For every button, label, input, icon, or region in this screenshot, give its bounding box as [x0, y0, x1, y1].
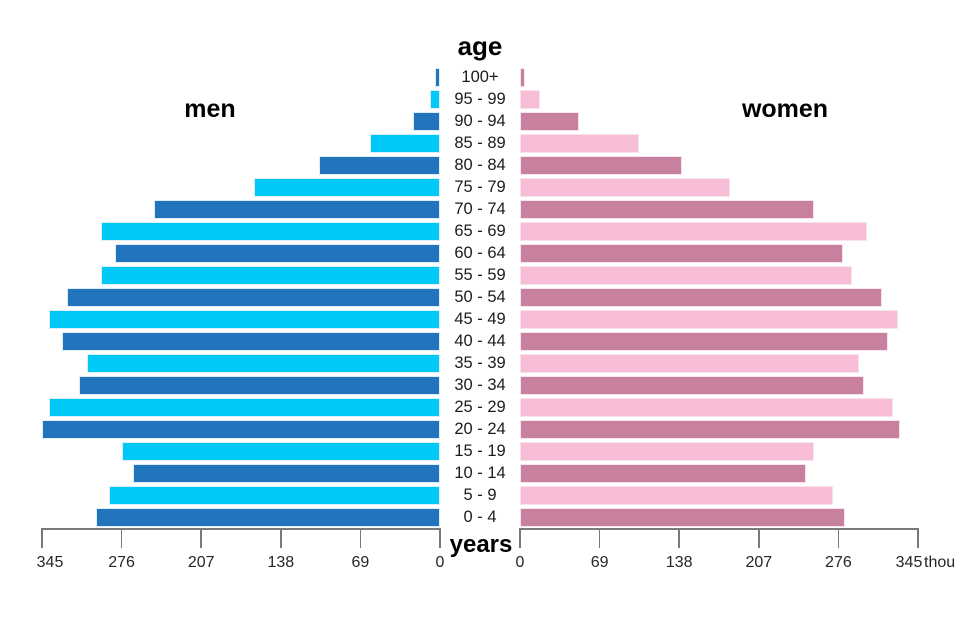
women-bar	[520, 309, 899, 329]
women-bar	[520, 419, 900, 439]
women-bar	[520, 111, 579, 131]
axis-tick-label: 345	[895, 554, 923, 571]
axis-tick-label: 69	[351, 554, 370, 571]
age-group-label: 0 - 4	[463, 508, 497, 526]
age-group-label: 5 - 9	[463, 486, 497, 504]
axis-tick-label: 207	[745, 554, 773, 571]
women-bar	[520, 353, 860, 373]
age-group-label: 15 - 19	[454, 442, 506, 460]
age-group-label: 35 - 39	[454, 354, 506, 372]
women-bar	[520, 287, 883, 307]
axis-tick-label: 69	[590, 554, 609, 571]
axis-tick	[280, 528, 282, 548]
axis-tick	[200, 528, 202, 548]
age-axis-unit-title: years	[449, 531, 513, 558]
age-group-label: 10 - 14	[454, 464, 506, 482]
men-bar	[67, 287, 440, 307]
men-bar	[96, 507, 440, 527]
axis-tick-label: 138	[665, 554, 693, 571]
men-bar	[153, 199, 440, 219]
women-axis-line	[520, 528, 918, 530]
men-bar	[133, 463, 440, 483]
age-group-label: 55 - 59	[454, 266, 506, 284]
axis-tick-label: 138	[267, 554, 295, 571]
women-bar	[520, 265, 853, 285]
women-bar	[520, 67, 525, 87]
men-bar	[48, 309, 440, 329]
men-bar	[435, 67, 440, 87]
value-axis-unit-label: thou	[924, 554, 956, 571]
men-axis-line	[41, 528, 440, 530]
age-group-label: 65 - 69	[454, 222, 506, 240]
age-group-label: 60 - 64	[454, 244, 506, 262]
women-bar	[520, 463, 807, 483]
age-group-label: 40 - 44	[454, 332, 506, 350]
axis-tick-label: 345	[36, 554, 64, 571]
women-bar	[520, 485, 833, 505]
men-bar	[86, 353, 440, 373]
age-group-label: 85 - 89	[454, 134, 506, 152]
axis-tick	[917, 528, 919, 548]
women-bar	[520, 507, 846, 527]
age-group-label: 30 - 34	[454, 376, 506, 394]
age-group-label: 80 - 84	[454, 156, 506, 174]
age-group-label: 25 - 29	[454, 398, 506, 416]
men-bar	[318, 155, 440, 175]
age-group-label: 100+	[461, 68, 499, 86]
axis-tick	[439, 528, 441, 548]
age-group-label: 70 - 74	[454, 200, 506, 218]
men-series-label: men	[184, 95, 236, 123]
men-bar	[114, 243, 440, 263]
men-bar	[254, 177, 440, 197]
men-bar	[108, 485, 440, 505]
men-bar	[42, 419, 440, 439]
men-bar	[61, 331, 440, 351]
men-bar	[429, 89, 440, 109]
age-group-label: 50 - 54	[454, 288, 506, 306]
men-bar	[100, 221, 440, 241]
women-bar	[520, 221, 868, 241]
men-bar	[121, 441, 440, 461]
axis-tick	[41, 528, 43, 548]
axis-tick-label: 276	[825, 554, 852, 571]
axis-tick	[120, 528, 123, 548]
age-group-label: 90 - 94	[454, 112, 506, 130]
women-bar	[520, 89, 540, 109]
women-series-label: women	[741, 95, 829, 123]
axis-tick-label: 276	[108, 554, 135, 571]
women-bar	[520, 177, 730, 197]
men-bar	[78, 375, 440, 395]
men-bar	[413, 111, 440, 131]
women-bar	[520, 155, 682, 175]
age-group-label: 75 - 79	[454, 178, 506, 196]
age-group-label: 95 - 99	[454, 90, 506, 108]
axis-tick	[519, 528, 521, 548]
axis-tick	[837, 528, 840, 548]
women-bar	[520, 441, 815, 461]
age-group-label: 20 - 24	[454, 420, 506, 438]
axis-tick-label: 0	[435, 554, 445, 571]
men-bar	[48, 397, 440, 417]
women-bar	[520, 375, 864, 395]
axis-tick	[598, 528, 601, 548]
men-bar	[100, 265, 440, 285]
axis-tick-label: 0	[515, 554, 525, 571]
women-bar	[520, 199, 815, 219]
women-bar	[520, 133, 639, 153]
axis-tick	[359, 528, 362, 548]
women-bar	[520, 331, 888, 351]
women-bar	[520, 397, 893, 417]
axis-tick-label: 207	[187, 554, 215, 571]
age-group-label: 45 - 49	[454, 310, 506, 328]
chart-title: age	[457, 31, 503, 61]
men-bar	[369, 133, 440, 153]
women-bar	[520, 243, 843, 263]
axis-tick	[758, 528, 760, 548]
axis-tick	[678, 528, 680, 548]
